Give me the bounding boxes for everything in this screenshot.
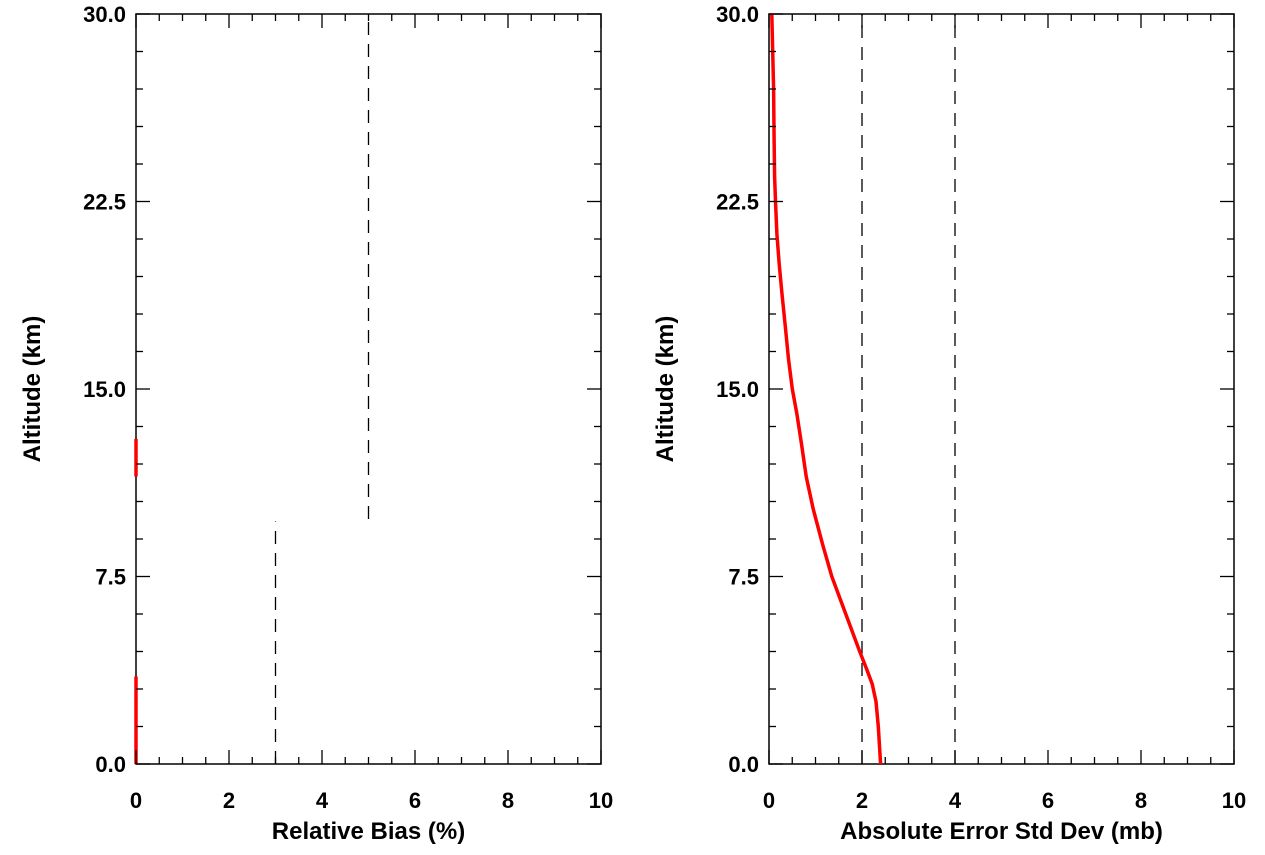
y-tick-label: 7.5: [95, 565, 126, 590]
series-line-segment: [770, 13, 883, 765]
y-tick-label: 15.0: [83, 377, 126, 402]
x-tick-label: 0: [130, 788, 142, 813]
y-tick-label: 30.0: [83, 2, 126, 27]
x-tick-label: 6: [1042, 788, 1054, 813]
y-tick-label: 22.5: [716, 190, 759, 215]
y-tick-labels: 0.0 7.5 15.0 22.5 30.0: [83, 2, 126, 777]
x-tick-labels: 0 2 4 6 8 10: [130, 788, 613, 813]
axis-ticks: [768, 13, 1235, 765]
y-axis-label: Altitude (km): [652, 316, 679, 463]
axis-ticks: [135, 13, 602, 765]
y-tick-label: 22.5: [83, 190, 126, 215]
x-tick-label: 2: [223, 788, 235, 813]
x-tick-label: 4: [316, 788, 329, 813]
y-tick-label: 7.5: [728, 565, 759, 590]
x-tick-label: 0: [763, 788, 775, 813]
relative-bias-panel: 0 2 4 6 8 10 0.0 7.5 15.0 22.5 30.0 Relative Bias…: [19, 2, 613, 845]
x-tick-label: 4: [949, 788, 962, 813]
absolute-error-panel: 0 2 4 6 8 10 0.0 7.5 15.0 22.5 30.0 Absolute Erro…: [652, 2, 1246, 845]
x-axis-label: Relative Bias (%): [272, 818, 465, 845]
y-tick-labels: 0.0 7.5 15.0 22.5 30.0: [716, 2, 759, 777]
x-tick-label: 8: [1135, 788, 1147, 813]
y-axis-label: Altitude (km): [19, 316, 46, 463]
x-axis-label: Absolute Error Std Dev (mb): [840, 818, 1163, 845]
plot-frame: [768, 13, 1235, 765]
plot-frame: [135, 13, 602, 765]
reference-lines: [861, 14, 956, 764]
x-tick-label: 6: [409, 788, 421, 813]
reference-lines: [274, 21, 370, 764]
x-tick-label: 10: [589, 788, 613, 813]
data-series: [770, 13, 883, 765]
x-tick-label: 2: [856, 788, 868, 813]
x-tick-label: 10: [1222, 788, 1246, 813]
x-tick-label: 8: [502, 788, 514, 813]
x-tick-labels: 0 2 4 6 8 10: [763, 788, 1246, 813]
y-tick-label: 30.0: [716, 2, 759, 27]
y-tick-label: 15.0: [716, 377, 759, 402]
y-tick-label: 0.0: [728, 752, 759, 777]
y-tick-label: 0.0: [95, 752, 126, 777]
